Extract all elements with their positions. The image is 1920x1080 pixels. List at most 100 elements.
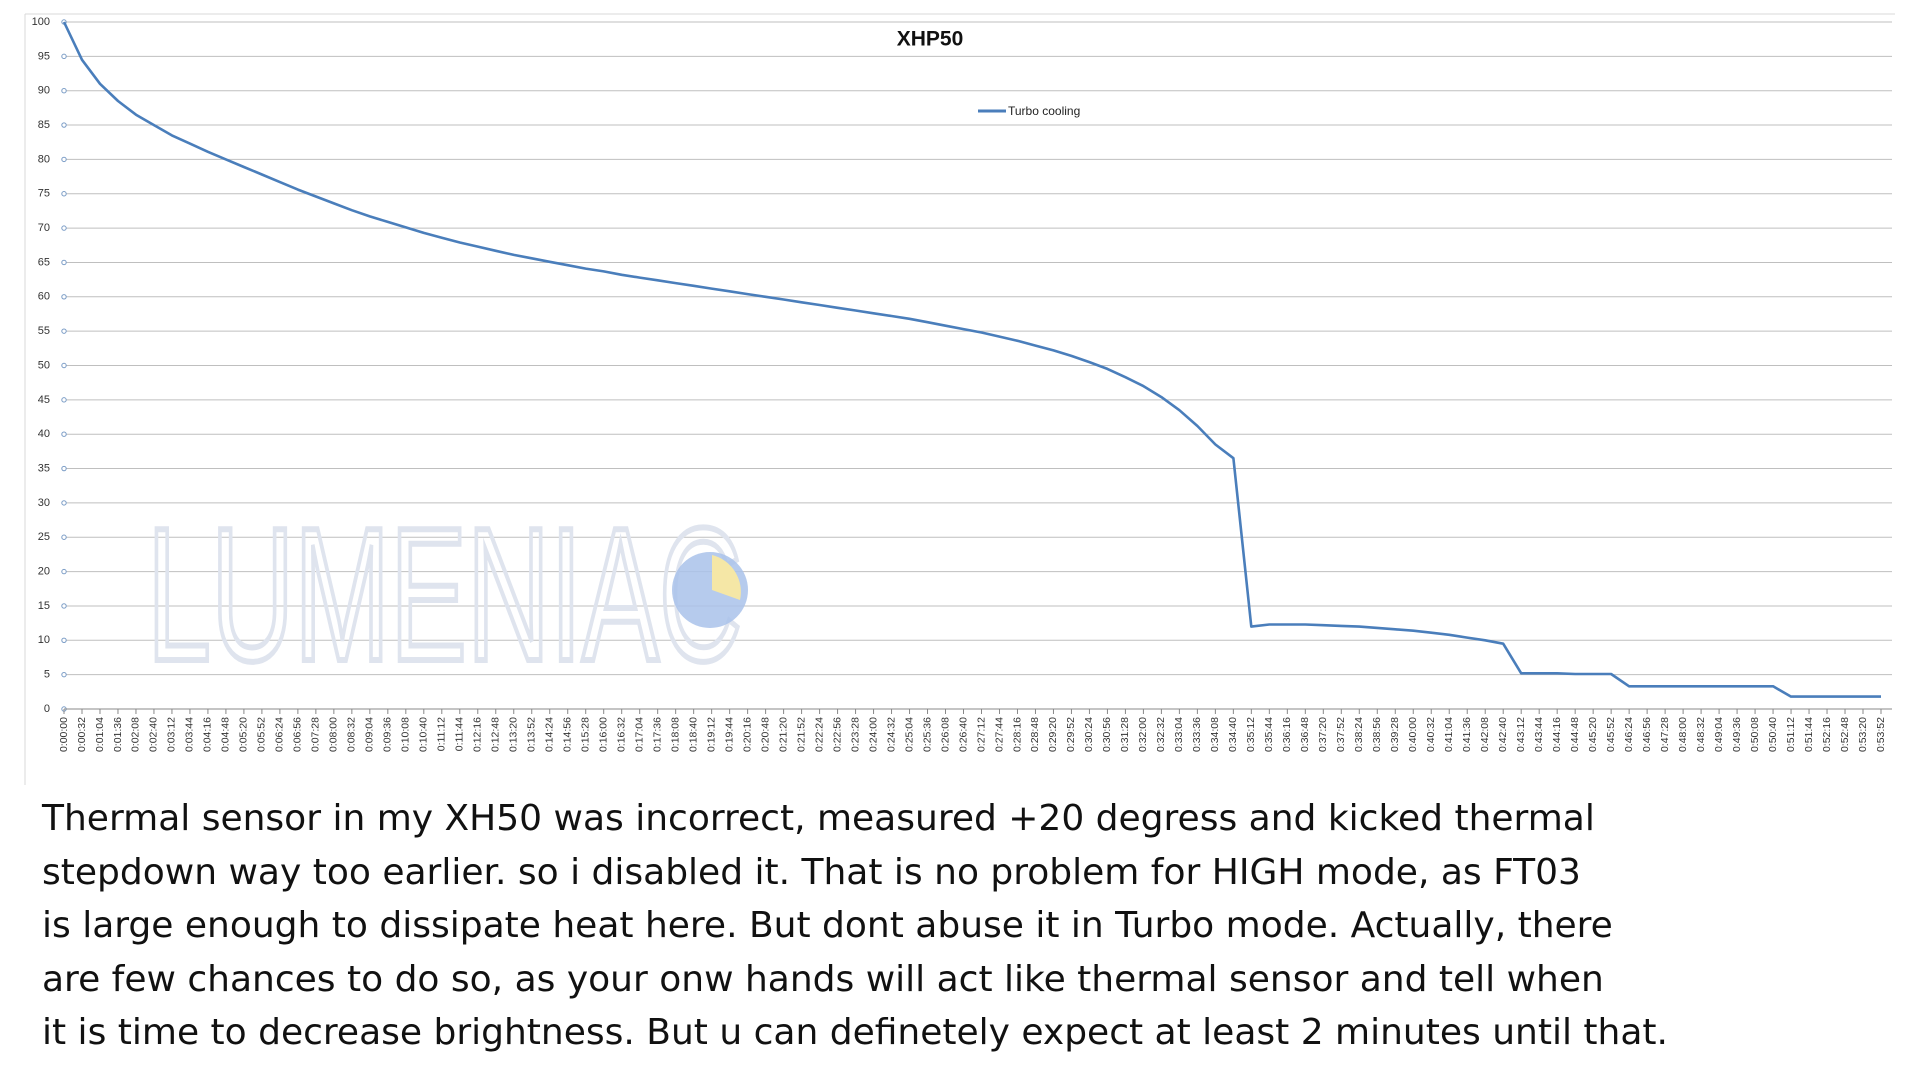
y-tick-mark xyxy=(61,88,67,94)
x-tick-label: 0:31:28 xyxy=(1119,717,1131,752)
x-tick-label: 0:48:32 xyxy=(1695,717,1707,752)
y-tick-mark xyxy=(61,568,67,575)
x-tick-label: 0:46:24 xyxy=(1623,717,1635,752)
y-tick-mark xyxy=(61,191,67,197)
x-tick-label: 0:36:48 xyxy=(1299,717,1311,752)
y-tick-mark xyxy=(61,259,67,266)
x-tick-label: 0:30:56 xyxy=(1101,717,1113,752)
x-tick-label: 0:06:24 xyxy=(274,717,286,752)
x-tick-label: 0:36:16 xyxy=(1281,717,1293,752)
x-tick-label: 0:26:08 xyxy=(939,717,951,752)
y-tick-mark xyxy=(61,225,67,231)
x-tick-label: 0:08:32 xyxy=(346,717,358,752)
x-tick-label: 0:20:16 xyxy=(741,717,753,752)
x-tick-label: 0:25:36 xyxy=(921,717,933,752)
x-tick-label: 0:04:48 xyxy=(220,717,232,752)
x-tick-label: 0:08:00 xyxy=(328,717,340,752)
watermark-text: LUMENIAC xyxy=(147,489,742,701)
y-tick-label: 75 xyxy=(38,188,50,200)
watermark-logo xyxy=(712,555,741,600)
x-tick-label: 0:04:16 xyxy=(202,717,214,752)
x-tick-label: 0:33:36 xyxy=(1191,717,1203,752)
x-tick-label: 0:49:36 xyxy=(1731,717,1743,752)
x-tick-label: 0:10:08 xyxy=(400,717,412,752)
x-tick-label: 0:28:48 xyxy=(1029,717,1041,752)
x-tick-label: 0:16:00 xyxy=(597,717,609,752)
x-tick-label: 0:34:40 xyxy=(1227,717,1239,752)
y-tick-mark xyxy=(61,465,67,472)
x-tick-label: 0:53:52 xyxy=(1875,717,1887,752)
x-tick-label: 0:41:04 xyxy=(1443,717,1455,752)
x-tick-label: 0:40:32 xyxy=(1425,717,1437,752)
y-tick-label: 95 xyxy=(38,50,50,62)
x-tick-label: 0:13:20 xyxy=(508,717,520,752)
text-line: is large enough to dissipate heat here. … xyxy=(42,905,1613,946)
x-tick-label: 0:27:44 xyxy=(993,717,1005,752)
x-tick-label: 0:43:12 xyxy=(1515,717,1527,752)
x-tick-label: 0:48:00 xyxy=(1677,717,1689,752)
y-tick-mark xyxy=(61,671,67,678)
x-tick-label: 0:12:48 xyxy=(490,717,502,752)
y-tick-label: 60 xyxy=(38,291,50,303)
x-tick-label: 0:02:08 xyxy=(130,717,142,752)
text-line: stepdown way too earlier. so i disabled … xyxy=(42,851,1581,893)
y-tick-label: 20 xyxy=(38,566,50,578)
x-tick-label: 0:51:44 xyxy=(1803,717,1815,752)
legend-label: Turbo cooling xyxy=(1008,104,1080,118)
y-tick-mark xyxy=(61,156,67,163)
y-tick-mark xyxy=(61,362,67,369)
y-tick-label: 10 xyxy=(38,634,50,646)
y-tick-label: 30 xyxy=(38,497,50,509)
x-tick-label: 0:33:04 xyxy=(1173,717,1185,752)
x-tick-label: 0:18:08 xyxy=(669,717,681,752)
y-tick-mark xyxy=(61,53,67,60)
x-tick-label: 0:35:12 xyxy=(1245,717,1257,752)
y-tick-mark xyxy=(61,603,67,609)
y-tick-label: 55 xyxy=(38,325,50,337)
x-tick-label: 0:52:48 xyxy=(1839,717,1851,752)
x-tick-label: 0:50:40 xyxy=(1767,717,1779,752)
y-tick-label: 100 xyxy=(32,16,50,28)
x-tick-label: 0:41:36 xyxy=(1461,717,1473,752)
x-tick-label: 0:26:40 xyxy=(957,717,969,752)
x-tick-label: 0:14:24 xyxy=(544,717,556,752)
x-tick-label: 0:17:04 xyxy=(633,717,645,752)
chart: LUMENIAC XHP50 Turbo cooling 0 5 10 15 20 25 3… xyxy=(24,13,1895,785)
x-tick-label: 0:07:28 xyxy=(310,717,322,752)
x-tick-label: 0:28:16 xyxy=(1011,717,1023,752)
y-tick-mark xyxy=(61,431,67,437)
y-tick-label: 50 xyxy=(38,359,50,371)
text-line: it is time to decrease brightness. But u… xyxy=(42,1012,1668,1053)
x-tick-label: 0:38:56 xyxy=(1371,717,1383,752)
x-tick-label: 0:00:32 xyxy=(76,717,88,752)
x-tick-label: 0:30:24 xyxy=(1083,717,1095,752)
y-tick-label: 65 xyxy=(38,256,50,268)
y-tick-label: 90 xyxy=(38,85,50,97)
x-tick-label: 0:22:56 xyxy=(831,717,843,752)
watermark: LUMENIAC xyxy=(144,486,748,704)
x-tick-label: 0:09:36 xyxy=(382,717,394,752)
x-tick-label: 0:43:44 xyxy=(1533,717,1545,752)
x-tick-label: 0:34:08 xyxy=(1209,717,1221,752)
x-tick-label: 0:16:32 xyxy=(615,717,627,752)
x-tick-label: 0:03:44 xyxy=(184,717,196,752)
x-tick-label: 0:32:00 xyxy=(1137,717,1149,752)
text-line: are few chances to do so, as your onw ha… xyxy=(42,958,1604,1000)
y-tick-label: 0 xyxy=(44,703,50,715)
y-tick-label: 15 xyxy=(38,600,50,612)
x-tick-label: 0:46:56 xyxy=(1641,717,1653,752)
y-tick-label: 35 xyxy=(38,462,50,474)
x-tick-label: 0:24:00 xyxy=(867,717,879,752)
y-tick-mark xyxy=(61,534,67,540)
x-tick-label: 0:27:12 xyxy=(975,717,987,752)
x-tick-label: 0:00:00 xyxy=(58,717,70,752)
x-tick-label: 0:11:12 xyxy=(436,717,448,751)
y-tick-mark xyxy=(61,122,67,128)
x-tick-label: 0:35:44 xyxy=(1263,717,1275,752)
x-tick-label: 0:24:32 xyxy=(885,717,897,752)
x-tick-label: 0:44:48 xyxy=(1569,717,1581,752)
x-tick-label: 0:23:28 xyxy=(849,717,861,752)
y-tick-label: 5 xyxy=(44,669,50,681)
x-tick-label: 0:05:20 xyxy=(238,717,250,752)
x-tick-label: 0:21:52 xyxy=(795,717,807,752)
